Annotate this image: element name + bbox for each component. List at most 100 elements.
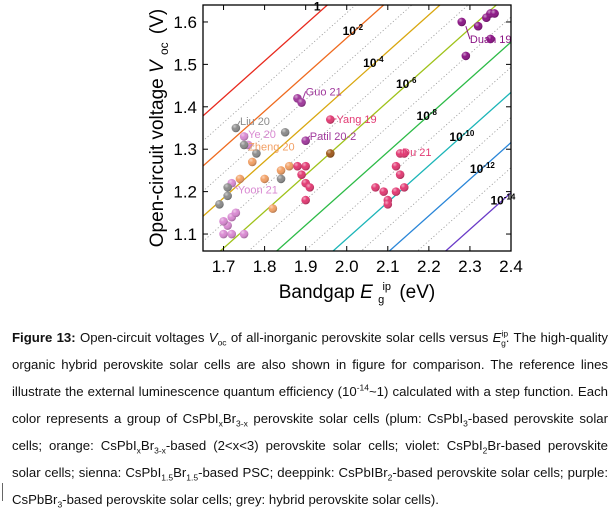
data-point-plum	[239, 229, 249, 239]
caption-sub: 1.5	[161, 472, 174, 483]
data-point-deeppink	[399, 183, 409, 192]
x-axis-label-unit: (eV)	[399, 282, 435, 303]
reference-line-minor	[416, 167, 511, 251]
annotation-label: Yang 19	[336, 114, 376, 126]
data-point-purple	[486, 34, 495, 44]
data-point-deeppink	[391, 161, 401, 171]
y-axis-label: Open-circuit voltage V oc (V)	[147, 9, 173, 248]
annotation-pointer	[465, 26, 471, 40]
y-tick-label: 1.5	[173, 55, 197, 74]
data-point-purple	[461, 51, 471, 61]
data-point-violet	[297, 98, 306, 107]
reference-line-label: 10-12	[470, 161, 495, 176]
data-point-deeppink	[391, 187, 401, 196]
reference-line-label: 1	[314, 0, 321, 14]
data-points	[215, 9, 499, 239]
data-point-plum	[227, 229, 237, 239]
caption-sub: 2	[482, 445, 488, 456]
reference-line-label: 10-8	[417, 108, 438, 123]
data-point-deeppink	[379, 187, 388, 196]
reference-line-label: 10-10	[449, 129, 474, 144]
caption-sub: x	[136, 445, 141, 456]
data-point-sienna	[326, 149, 335, 158]
reference-line	[388, 141, 511, 251]
reference-line-label: 10-4	[363, 55, 384, 70]
reference-line-minor	[360, 116, 511, 251]
y-axis-label-text: Open-circuit voltage	[147, 78, 168, 247]
x-axis-label-symbol: E	[360, 282, 373, 303]
caption-sub: 3	[57, 499, 63, 510]
data-point-purple	[457, 17, 467, 27]
caption-text: Open-circuit voltages	[75, 330, 209, 345]
data-point-plum	[219, 217, 228, 226]
data-point-deeppink	[305, 183, 315, 192]
caption-text: Br	[222, 411, 237, 426]
data-point-orange	[268, 204, 278, 213]
data-point-grey	[252, 149, 261, 158]
data-point-deeppink	[326, 115, 335, 124]
data-point-orange	[284, 161, 294, 171]
caption-sub: 3-x	[154, 445, 166, 456]
data-point-grey	[215, 200, 224, 209]
y-axis-label-unit: (V)	[147, 9, 168, 34]
caption-text: . The high-quality organic hybrid perovs…	[12, 330, 608, 399]
x-axis-label-sup: ip	[382, 281, 391, 293]
reference-line-label: 10-6	[396, 76, 417, 91]
reference-line-label: 10-2	[343, 23, 364, 38]
caption-voc-sub: oc	[217, 337, 227, 348]
data-point-grey	[231, 123, 241, 133]
data-point-deeppink	[301, 161, 310, 171]
caption-voc-symbol: V	[208, 330, 218, 345]
reference-line	[332, 91, 511, 251]
caption-text: -based PSC; deeppink: CsPbIBr	[198, 465, 388, 480]
x-axis-label-sub: g	[378, 294, 384, 306]
data-point-grey	[280, 127, 290, 137]
caption-text: -based perovskite solar cells; orange: C…	[12, 411, 608, 453]
annotation-label: Liu 20	[240, 116, 270, 128]
data-point-violet	[301, 136, 310, 146]
annotation-label: Duan 19	[470, 34, 512, 46]
x-tick-label: 2.2	[417, 257, 441, 276]
y-tick-label: 1.3	[173, 140, 197, 159]
caption-sub: x	[218, 418, 223, 429]
annotation-label: Yoon 21	[238, 184, 278, 196]
reference-line-minor	[304, 66, 511, 251]
caption-text: ~1) calculated with a step function. Eac…	[12, 384, 608, 426]
data-point-plum	[239, 132, 249, 141]
annotation-label: Du 21	[402, 147, 431, 159]
annotation-label: Zheng 20	[248, 141, 294, 153]
caption-sub: 2	[387, 472, 393, 483]
caption-text: -based (2<x<3) perovskite solar cells; v…	[165, 438, 483, 453]
annotation-label: Ye 20	[248, 129, 276, 141]
y-tick-label: 1.4	[173, 98, 197, 117]
caption-text: Br	[140, 438, 155, 453]
y-tick-label: 1.2	[173, 183, 197, 202]
caption-exponent: -14	[356, 382, 369, 393]
caption-sub: 3-x	[236, 418, 248, 429]
caption-eg-sup: ip	[501, 328, 509, 339]
data-point-plum	[231, 208, 241, 218]
reference-line	[444, 191, 511, 251]
x-tick-label: 2.1	[376, 257, 400, 276]
caption-sub: 1.5	[186, 472, 199, 483]
data-point-grey	[223, 191, 232, 201]
data-point-purple	[490, 9, 499, 18]
reference-line-labels: 1 10-2 10-4 10-6 10-8 10-10 10-12 10-14	[314, 0, 516, 208]
data-point-orange	[235, 174, 245, 184]
reference-line	[203, 5, 329, 117]
y-tick-label: 1.1	[173, 225, 197, 244]
data-point-grey	[223, 183, 232, 192]
caption-label: Figure 13:	[12, 330, 76, 345]
data-point-deeppink	[383, 200, 393, 209]
figure-caption: Figure 13: Open-circuit voltages Voc of …	[12, 324, 608, 513]
caption-eg-symbol: E	[492, 330, 502, 345]
x-tick-label: 1.9	[294, 257, 318, 276]
data-point-grey	[239, 140, 249, 150]
x-tick-label: 1.7	[212, 257, 236, 276]
data-point-orange	[247, 157, 257, 167]
data-point-deeppink	[293, 161, 302, 171]
caption-text: Br	[173, 465, 187, 480]
data-point-plum	[219, 229, 228, 239]
